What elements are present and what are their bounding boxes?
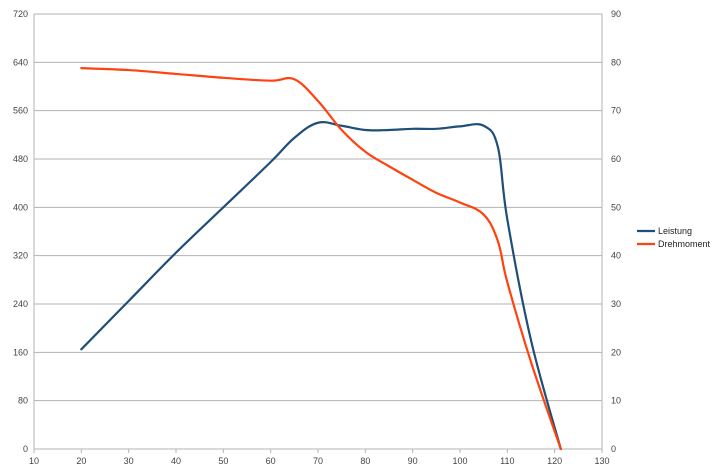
x-axis-tick-label: 60 [266, 456, 276, 466]
x-axis-tick-label: 100 [452, 456, 467, 466]
x-axis-tick-label: 110 [500, 456, 514, 466]
x-axis-tick-label: 20 [76, 456, 86, 466]
left-axis-tick-label: 240 [13, 299, 28, 309]
x-axis-tick-label: 10 [29, 456, 39, 466]
series-lines [80, 67, 562, 451]
right-axis-tick-label: 20 [611, 347, 621, 357]
right-axis-tick-label: 30 [611, 299, 621, 309]
left-axis-tick-label: 640 [13, 57, 28, 67]
left-axis-tick-label: 560 [13, 106, 28, 116]
series-line-leistung [80, 121, 562, 451]
left-axis-tick-label: 720 [13, 9, 28, 19]
x-axis-tick-label: 70 [313, 456, 323, 466]
right-axis-tick-label: 90 [611, 9, 621, 19]
right-axis-tick-label: 80 [611, 57, 621, 67]
left-axis-tick-label: 0 [23, 444, 28, 454]
x-axis-tick-label: 40 [171, 456, 181, 466]
x-axis-tick-label: 130 [594, 456, 609, 466]
x-axis-tick-label: 50 [218, 456, 228, 466]
left-axis-tick-labels: 0 80 160 240 320 400 480 560 640 720 [13, 9, 28, 454]
right-axis-tick-label: 0 [611, 444, 616, 454]
legend: Leistung Drehmoment [637, 226, 711, 249]
x-axis-tick-label: 30 [124, 456, 134, 466]
legend-label: Leistung [658, 226, 692, 236]
right-axis-tick-label: 40 [611, 251, 621, 261]
right-axis-tick-labels: 0 10 20 30 40 50 60 70 80 90 [611, 9, 621, 454]
left-axis-tick-label: 400 [13, 202, 28, 212]
right-axis-tick-label: 70 [611, 106, 621, 116]
x-axis-tick-labels: 10 20 30 40 50 60 70 80 90 100 110 120 130 [29, 456, 610, 466]
x-axis-tick-label: 80 [360, 456, 370, 466]
x-axis-tick-label: 120 [547, 456, 562, 466]
right-axis-tick-label: 50 [611, 202, 621, 212]
series-line-drehmoment [80, 67, 562, 451]
x-axis-tick-label: 90 [408, 456, 418, 466]
left-axis-tick-label: 320 [13, 251, 28, 261]
left-axis-tick-label: 80 [18, 396, 28, 406]
right-axis-tick-label: 10 [611, 396, 621, 406]
left-axis-tick-label: 480 [13, 154, 28, 164]
left-axis-tick-label: 160 [13, 347, 28, 357]
axes [33, 14, 603, 453]
right-axis-tick-label: 60 [611, 154, 621, 164]
gridlines [34, 13, 602, 450]
legend-label: Drehmoment [658, 239, 711, 249]
